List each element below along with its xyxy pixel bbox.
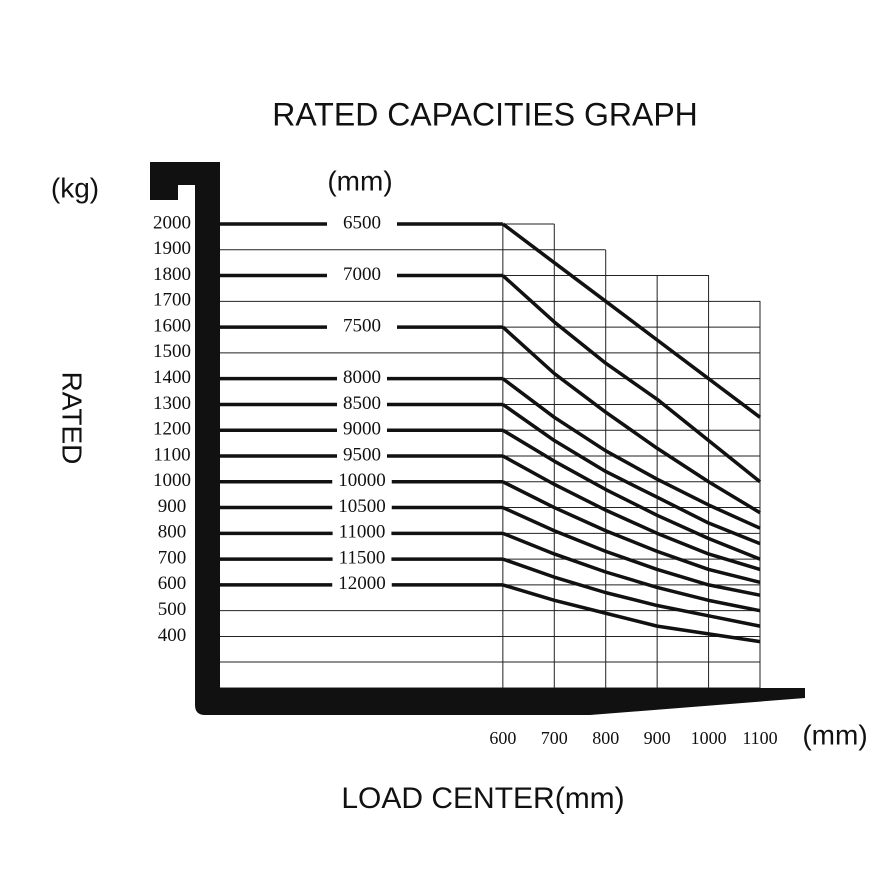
y-tick-label: 1300 (153, 393, 191, 414)
y-tick-label: 1200 (153, 419, 191, 440)
series-label: 8000 (343, 367, 381, 388)
series-line (501, 403, 761, 546)
label-gap (332, 556, 392, 563)
series-line (502, 531, 761, 613)
series-line (501, 222, 762, 419)
label-gap (337, 401, 387, 408)
x-tick-label: 1000 (691, 728, 727, 748)
series-line (501, 274, 762, 484)
label-gap (337, 453, 387, 459)
y-tick-label: 1700 (153, 290, 191, 311)
series-label: 11000 (339, 522, 386, 543)
y-tick-label: 1800 (153, 264, 191, 285)
y-axis-label: RATED (57, 372, 88, 465)
grid (220, 223, 761, 688)
forklift-frame (150, 162, 805, 715)
series-line (501, 377, 761, 530)
series-line (502, 480, 761, 585)
y-tick-label: 1500 (153, 341, 191, 362)
label-gap (332, 581, 392, 588)
series-label: 12000 (338, 573, 386, 594)
y-tick-label: 1600 (153, 315, 191, 336)
y-tick-label: 900 (158, 496, 187, 517)
label-gap (332, 530, 392, 537)
series-label: 7000 (343, 264, 381, 285)
series-label: 6500 (343, 212, 381, 233)
series-label: 9500 (343, 444, 381, 465)
series-line (502, 557, 761, 628)
series-unit: (mm) (327, 165, 392, 196)
y-tick-label: 1400 (153, 367, 191, 388)
series-label: 10000 (338, 470, 386, 491)
x-axis-label: LOAD CENTER(mm) (341, 782, 624, 815)
series-label: 7500 (343, 315, 381, 336)
series-label: 8500 (343, 393, 381, 414)
y-tick-label: 500 (158, 599, 187, 620)
series-lines (220, 221, 762, 644)
x-tick-label: 1100 (742, 728, 777, 748)
series-label: 11500 (339, 547, 386, 568)
series-label: 9000 (343, 419, 381, 440)
label-gap (332, 504, 392, 511)
y-tick-label: 1100 (153, 444, 190, 465)
y-tick-label: 1900 (153, 238, 191, 259)
label-gap (327, 221, 397, 227)
y-tick-label: 2000 (153, 212, 191, 233)
y-tick-label: 700 (158, 547, 187, 568)
series-line (502, 454, 761, 572)
y-tick-label: 1000 (153, 470, 191, 491)
chart-title: RATED CAPACITIES GRAPH (272, 96, 698, 132)
series-line (502, 505, 761, 597)
x-tick-label: 600 (489, 728, 516, 748)
label-gap (327, 272, 397, 279)
series-label: 10500 (338, 496, 386, 517)
x-tick-label: 900 (644, 728, 671, 748)
label-gap (327, 324, 397, 331)
x-tick-label: 700 (541, 728, 568, 748)
x-unit: (mm) (802, 719, 867, 750)
label-gap (337, 375, 387, 382)
series-line (502, 583, 761, 644)
label-gap (337, 427, 387, 434)
y-tick-label: 400 (158, 625, 187, 646)
series-line (501, 428, 761, 561)
y-tick-label: 600 (158, 573, 187, 594)
y-tick-label: 800 (158, 522, 187, 543)
labels: 600 700 800 900 1000 1100 2000 1900 1800 1700 1600… (153, 212, 778, 748)
x-tick-label: 800 (592, 728, 619, 748)
series-line (501, 325, 761, 515)
label-gap (332, 478, 392, 485)
y-unit: (kg) (51, 172, 99, 203)
